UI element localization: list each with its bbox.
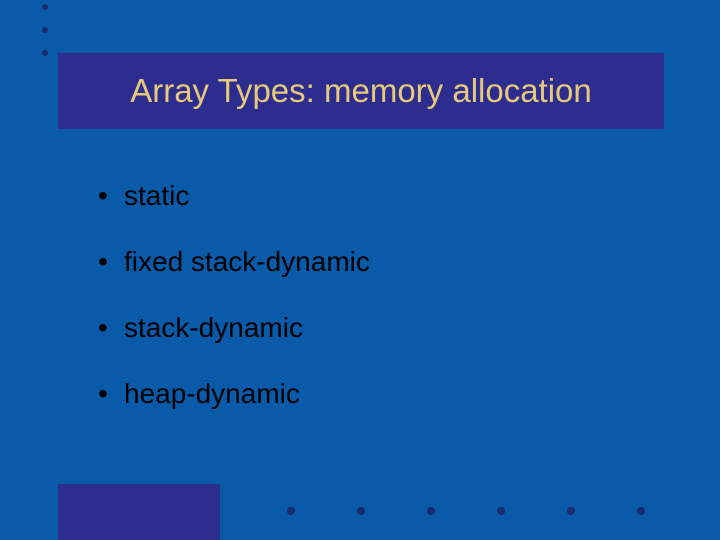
bullet-list: static fixed stack-dynamic stack-dynamic he…: [88, 180, 648, 444]
slide-title: Array Types: memory allocation: [58, 72, 664, 110]
decor-dot: [42, 4, 48, 10]
decor-dot: [567, 507, 575, 515]
title-box: Array Types: memory allocation: [58, 53, 664, 129]
decor-dot: [287, 507, 295, 515]
list-item: stack-dynamic: [88, 312, 648, 344]
slide: Array Types: memory allocation static fix…: [0, 0, 720, 540]
decor-dot: [637, 507, 645, 515]
list-item: fixed stack-dynamic: [88, 246, 648, 278]
decor-dot: [357, 507, 365, 515]
decor-dot: [42, 27, 48, 33]
list-item: heap-dynamic: [88, 378, 648, 410]
list-item: static: [88, 180, 648, 212]
decor-dot: [497, 507, 505, 515]
decor-dot: [427, 507, 435, 515]
decor-dot: [42, 50, 48, 56]
bottom-accent-rect: [58, 484, 220, 540]
